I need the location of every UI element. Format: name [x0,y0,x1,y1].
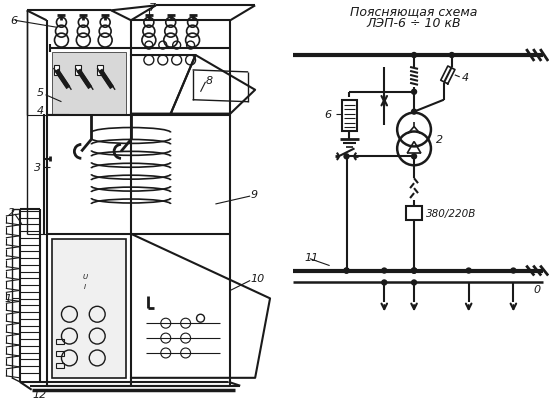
Circle shape [412,268,417,273]
Circle shape [344,268,349,273]
Text: 6: 6 [10,16,17,26]
Circle shape [412,280,417,285]
Text: 8: 8 [206,76,213,85]
Text: 0: 0 [533,285,541,295]
Text: 3: 3 [35,163,41,173]
Text: I: I [84,284,87,290]
Circle shape [449,54,454,58]
Text: 11: 11 [305,252,319,262]
Circle shape [412,90,417,95]
Text: 10: 10 [250,274,264,284]
Circle shape [511,268,516,273]
Bar [57,363,64,368]
Text: 4: 4 [462,73,469,83]
Bar [406,207,422,220]
Bar [57,339,64,344]
Circle shape [344,268,349,273]
Circle shape [344,155,349,160]
Bar [342,101,358,132]
Bar [52,239,126,378]
Bar [75,66,82,76]
Bar [97,66,103,76]
Circle shape [382,268,387,273]
Text: 7: 7 [149,3,156,13]
Circle shape [412,268,417,273]
Circle shape [382,280,387,285]
Bar [53,66,60,76]
Circle shape [412,110,417,115]
Bar [52,53,126,115]
Circle shape [466,268,471,273]
Circle shape [412,155,417,160]
Text: 2: 2 [436,135,443,145]
Text: Поясняющая схема: Поясняющая схема [350,5,478,18]
Text: 6: 6 [325,109,332,119]
Text: 12: 12 [33,389,47,399]
Text: U: U [83,274,88,280]
Text: 2: 2 [8,207,15,218]
Circle shape [412,268,417,273]
Bar [57,351,64,356]
Text: 5: 5 [36,88,44,97]
Text: ЛЭП-6 ÷ 10 кВ: ЛЭП-6 ÷ 10 кВ [367,17,461,30]
Circle shape [412,54,417,58]
Text: 4: 4 [36,106,44,115]
Text: 9: 9 [250,190,257,200]
Text: 380/220В: 380/220В [426,209,477,218]
Text: 1: 1 [4,294,12,303]
